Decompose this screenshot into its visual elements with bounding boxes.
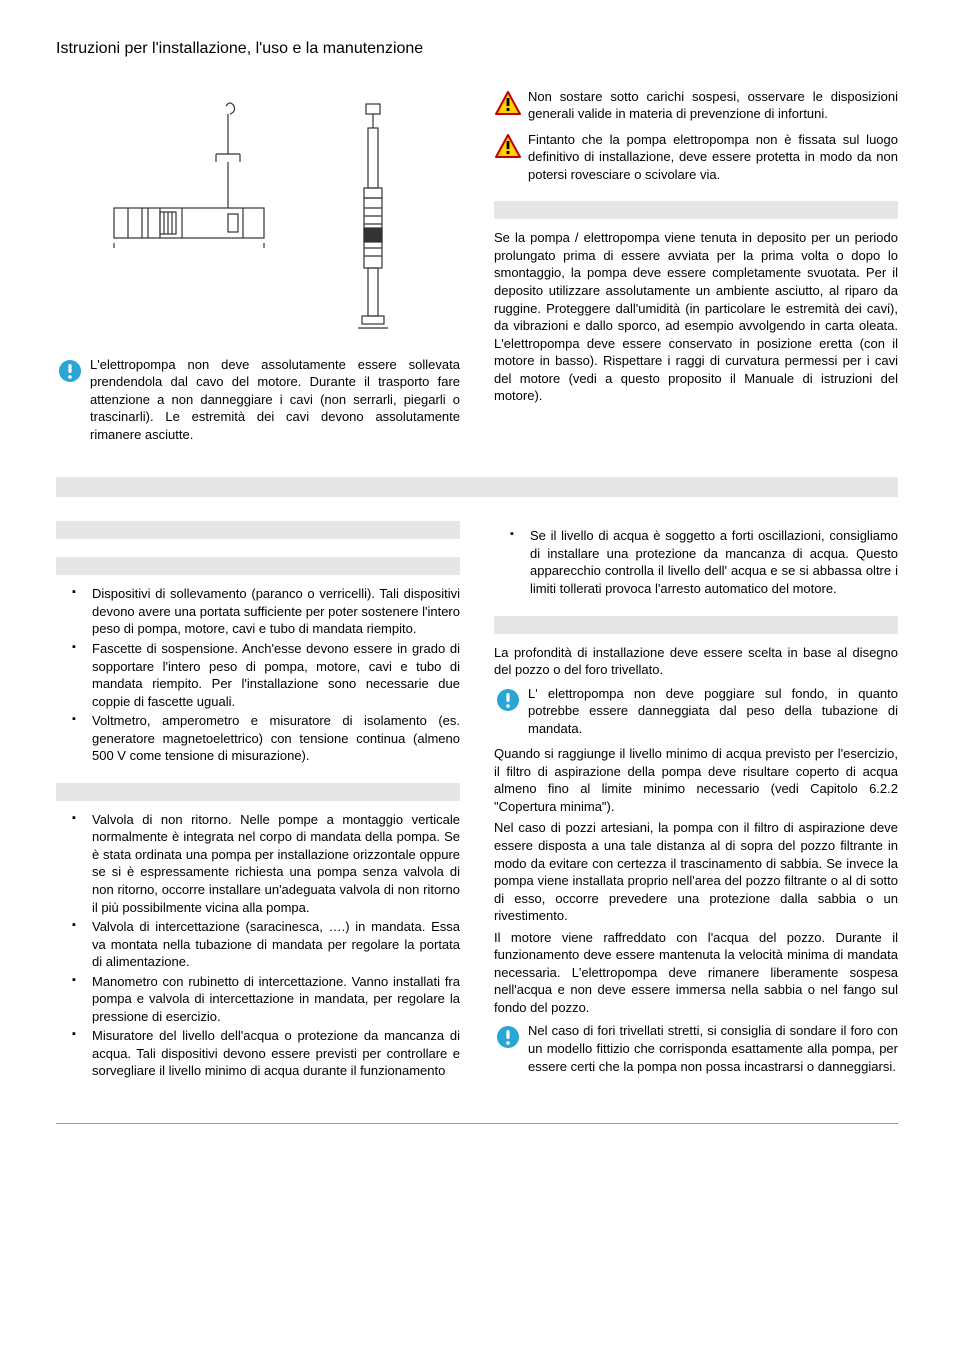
equipment-list: Dispositivi di sollevamento (paranco o v…	[56, 585, 460, 764]
section-bar	[56, 557, 460, 575]
info-text: Nel caso di fori trivellati stretti, si …	[528, 1022, 898, 1075]
pump-diagrams	[56, 98, 460, 338]
list-item: Fascette di sospensione. Anch'esse devon…	[72, 640, 460, 710]
list-item: Manometro con rubinetto di intercettazio…	[72, 973, 460, 1026]
info-icon	[494, 1024, 522, 1050]
col-left-upper: L'elettropompa non deve assolutamente es…	[56, 88, 460, 452]
section-bar-full	[56, 477, 898, 497]
info-icon	[494, 687, 522, 713]
warn-text: Non sostare sotto carichi sospesi, osser…	[528, 88, 898, 123]
list-item: Valvola di non ritorno. Nelle pompe a mo…	[72, 811, 460, 916]
accessories-list: Valvola di non ritorno. Nelle pompe a mo…	[56, 811, 460, 1080]
warn-secure-pump: Fintanto che la pompa elettropompa non è…	[494, 131, 898, 184]
min-level-paragraph: Quando si raggiunge il livello minimo di…	[494, 745, 898, 815]
col-left-lower: Dispositivi di sollevamento (paranco o v…	[56, 507, 460, 1083]
section-bar	[56, 521, 460, 539]
artesian-paragraph: Nel caso di pozzi artesiani, la pompa co…	[494, 819, 898, 924]
section-bar	[494, 201, 898, 219]
warning-icon	[494, 133, 522, 159]
list-item: Misuratore del livello dell'acqua o prot…	[72, 1027, 460, 1080]
col-right-upper: Non sostare sotto carichi sospesi, osser…	[494, 88, 898, 452]
lower-columns: Dispositivi di sollevamento (paranco o v…	[56, 507, 898, 1083]
page-title: Istruzioni per l'installazione, l'uso e …	[56, 38, 898, 60]
warn-suspended-loads: Non sostare sotto carichi sospesi, osser…	[494, 88, 898, 123]
footer-rule	[56, 1123, 898, 1124]
cooling-paragraph: Il motore viene raffreddato con l'acqua …	[494, 929, 898, 1017]
info-narrow-bore: Nel caso di fori trivellati stretti, si …	[494, 1022, 898, 1075]
upper-columns: L'elettropompa non deve assolutamente es…	[56, 88, 898, 452]
storage-paragraph: Se la pompa / elettropompa viene tenuta …	[494, 229, 898, 404]
info-lift-by-cable: L'elettropompa non deve assolutamente es…	[56, 356, 460, 444]
pump-horizontal-diagram	[108, 98, 278, 288]
list-item: Valvola di intercettazione (saracinesca,…	[72, 918, 460, 971]
section-bar	[494, 616, 898, 634]
warning-icon	[494, 90, 522, 116]
info-no-bottom-rest: L' elettropompa non deve poggiare sul fo…	[494, 685, 898, 738]
info-icon	[56, 358, 84, 384]
col-right-lower: Se il livello di acqua è soggetto a fort…	[494, 507, 898, 1083]
section-bar	[56, 783, 460, 801]
info-text: L' elettropompa non deve poggiare sul fo…	[528, 685, 898, 738]
list-item: Se il livello di acqua è soggetto a fort…	[510, 527, 898, 597]
warn-text: Fintanto che la pompa elettropompa non è…	[528, 131, 898, 184]
pump-vertical-diagram	[338, 98, 408, 338]
list-item: Voltmetro, amperometro e misuratore di i…	[72, 712, 460, 765]
depth-paragraph: La profondità di installazione deve esse…	[494, 644, 898, 679]
list-item: Dispositivi di sollevamento (paranco o v…	[72, 585, 460, 638]
water-level-list: Se il livello di acqua è soggetto a fort…	[494, 527, 898, 597]
info-text: L'elettropompa non deve assolutamente es…	[90, 356, 460, 444]
